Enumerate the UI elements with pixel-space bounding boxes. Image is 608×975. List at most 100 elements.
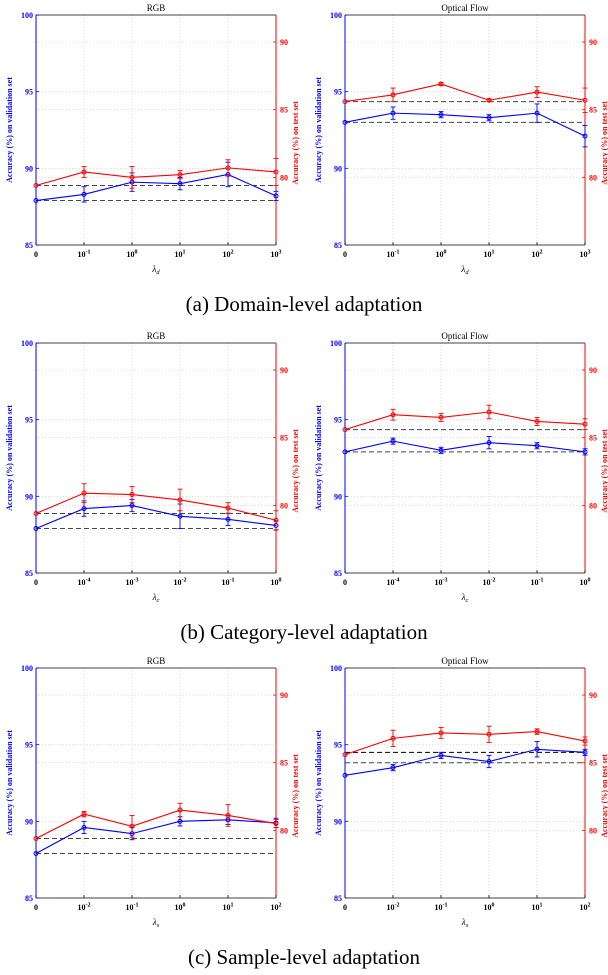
y-tick-label-left: 90	[334, 164, 342, 173]
y-axis-label-left: Accuracy (%) on validation set	[5, 730, 14, 836]
chart-title: RGB	[147, 331, 166, 341]
chart-title: RGB	[147, 656, 166, 666]
data-point	[81, 191, 87, 197]
y-tick-label-left: 85	[334, 241, 342, 250]
x-tick-label: 100	[580, 578, 591, 588]
y-tick-label-left: 90	[334, 492, 342, 501]
data-point	[33, 510, 39, 516]
data-point	[129, 174, 135, 180]
chart-4: 0 10-4 10-3 10-2 10-1 100 85 90 95 100 80 85 90 Optic…	[314, 331, 608, 604]
data-point	[225, 505, 231, 511]
data-point	[273, 193, 279, 199]
y-tick-label-right: 90	[589, 691, 597, 700]
y-tick-label-left: 90	[25, 817, 33, 826]
series-line-blue	[35, 819, 277, 855]
x-axis-label: λs	[461, 917, 469, 929]
y-tick-label-left: 100	[330, 11, 342, 20]
x-tick-label: 0	[34, 250, 38, 259]
y-axis-label-left: Accuracy (%) on validation set	[5, 405, 14, 511]
x-axis-label: λs	[152, 917, 160, 929]
y-tick-label-left: 95	[334, 741, 342, 750]
data-point	[177, 807, 183, 813]
y-tick-label-left: 100	[21, 664, 33, 673]
x-tick-label: 100	[436, 250, 447, 260]
y-tick-label-left: 85	[334, 894, 342, 903]
series-line-blue	[344, 748, 586, 776]
x-tick-label: 102	[532, 250, 543, 260]
data-point	[342, 119, 348, 125]
data-point	[129, 503, 135, 509]
x-tick-label: 10-3	[126, 578, 139, 588]
y-tick-label-left: 90	[25, 492, 33, 501]
data-point	[582, 97, 588, 103]
data-point	[534, 89, 540, 95]
data-point	[390, 412, 396, 418]
data-point	[582, 738, 588, 744]
x-tick-label: 10-3	[435, 578, 448, 588]
y-axis-label-right: Accuracy (%) on test set	[291, 429, 300, 513]
data-point	[177, 497, 183, 503]
x-tick-label: 100	[175, 903, 186, 913]
series-line-blue	[344, 440, 586, 453]
x-tick-label: 10-1	[435, 903, 448, 913]
x-tick-label: 10-2	[174, 578, 187, 588]
data-point	[438, 730, 444, 736]
data-point	[438, 81, 444, 87]
y-tick-label-right: 85	[280, 434, 288, 443]
y-tick-label-right: 80	[280, 501, 288, 510]
data-point	[534, 443, 540, 449]
x-tick-label: 102	[580, 903, 591, 913]
chart-title: Optical Flow	[441, 331, 489, 341]
data-point	[33, 526, 39, 532]
data-point	[33, 182, 39, 188]
x-tick-label: 101	[532, 903, 543, 913]
series-line-red	[344, 731, 586, 756]
series-line-red	[344, 83, 586, 103]
series-line-red	[35, 809, 277, 839]
chart-title: Optical Flow	[441, 656, 489, 666]
x-tick-label: 10-1	[222, 578, 235, 588]
data-point	[177, 513, 183, 519]
y-tick-label-left: 85	[334, 569, 342, 578]
y-tick-label-left: 95	[25, 416, 33, 425]
x-tick-label: 10-1	[126, 903, 139, 913]
data-point	[534, 729, 540, 735]
chart-title: RGB	[147, 3, 166, 13]
y-axis-label-right: Accuracy (%) on test set	[600, 101, 608, 185]
data-point	[33, 198, 39, 204]
y-axis-label-left: Accuracy (%) on validation set	[314, 730, 323, 836]
data-point	[534, 418, 540, 424]
x-tick-label: 10-2	[387, 903, 400, 913]
y-tick-label-right: 80	[280, 826, 288, 835]
x-tick-label: 10-2	[78, 903, 91, 913]
data-point	[342, 427, 348, 433]
data-point	[486, 731, 492, 737]
x-tick-label: 100	[484, 903, 495, 913]
chart-3: 0 10-4 10-3 10-2 10-1 100 85 90 95 100 80 85 90 RGB λc…	[5, 331, 300, 604]
y-tick-label-right: 85	[589, 106, 597, 115]
x-axis-label: λd	[151, 264, 160, 276]
chart-title: Optical Flow	[441, 3, 489, 13]
chart-5: 0 10-2 10-1 100 101 102 85 90 95 100 80 85 90 RGB λs Ac…	[5, 656, 300, 929]
data-point	[582, 133, 588, 139]
data-point	[177, 181, 183, 187]
x-tick-label: 100	[271, 578, 282, 588]
y-tick-label-right: 80	[589, 173, 597, 182]
data-point	[81, 811, 87, 817]
x-tick-label: 103	[580, 250, 591, 260]
data-point	[486, 759, 492, 765]
x-tick-label: 10-1	[387, 250, 400, 260]
caption-category-level: (b) Category-level adaptation	[180, 620, 428, 644]
y-tick-label-left: 90	[25, 164, 33, 173]
series-line-blue	[35, 504, 277, 530]
data-point	[81, 169, 87, 175]
x-tick-label: 103	[271, 250, 282, 260]
data-point	[273, 821, 279, 827]
x-tick-label: 101	[223, 903, 234, 913]
y-tick-label-right: 85	[589, 759, 597, 768]
caption-domain-level: (a) Domain-level adaptation	[185, 292, 423, 316]
y-axis-label-right: Accuracy (%) on test set	[600, 429, 608, 513]
y-tick-label-left: 95	[25, 741, 33, 750]
data-point	[81, 506, 87, 512]
